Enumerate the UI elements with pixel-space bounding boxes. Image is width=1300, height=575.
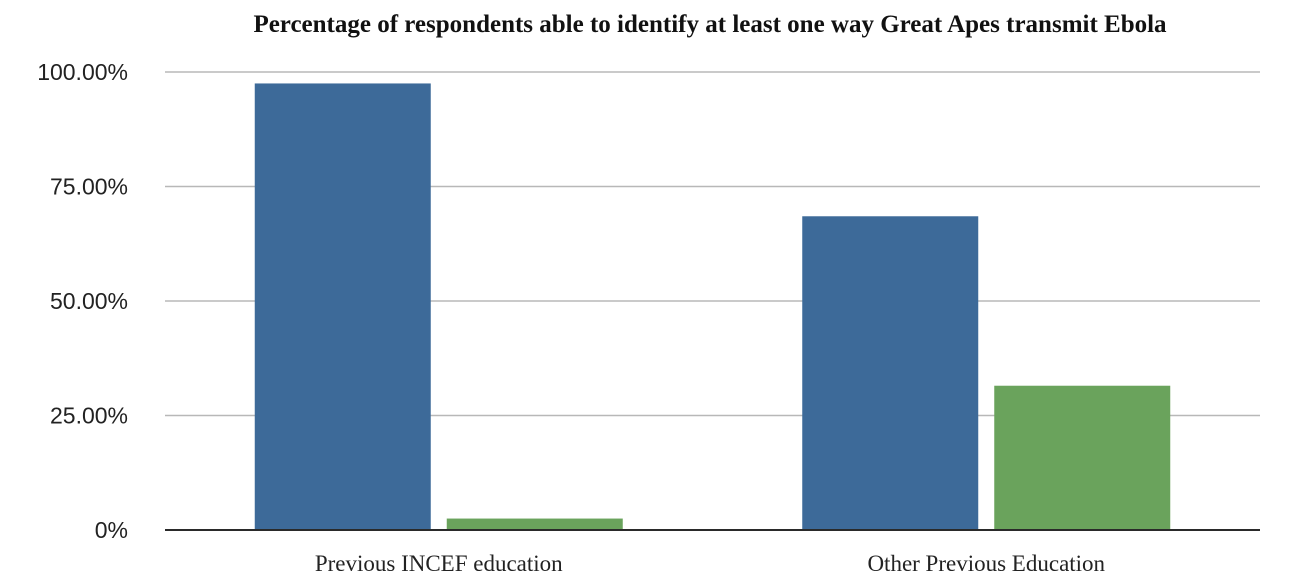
bars <box>254 83 1171 530</box>
x-tick-label: Previous INCEF education <box>315 551 563 575</box>
y-tick-label: 50.00% <box>50 288 128 314</box>
y-tick-label: 100.00% <box>37 59 128 85</box>
bar-series1-2 <box>802 216 979 530</box>
y-tick-label: 25.00% <box>50 403 128 429</box>
y-tick-label: 0% <box>95 517 128 543</box>
y-tick-label: 75.00% <box>50 174 128 200</box>
bar-series2-2 <box>994 385 1171 530</box>
bar-series1-1 <box>254 83 431 530</box>
x-tick-label: Other Previous Education <box>867 551 1105 575</box>
y-axis-tick-labels: 0% 25.00% 50.00% 75.00% 100.00% <box>37 59 128 543</box>
bar-series2-1 <box>446 518 623 530</box>
x-axis-tick-labels: Previous INCEF education Other Previous E… <box>315 551 1106 575</box>
chart-title: Percentage of respondents able to identi… <box>253 11 1167 38</box>
